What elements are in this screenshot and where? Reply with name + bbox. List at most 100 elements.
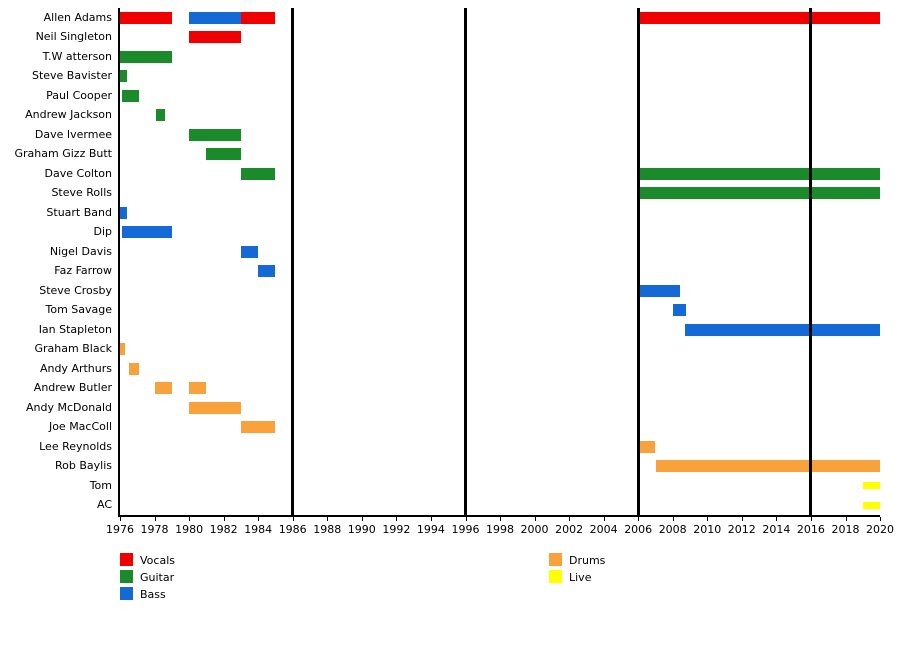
bar-bass	[672, 304, 687, 317]
legend-item-guitar: Guitar	[120, 570, 174, 584]
bar-bass	[121, 226, 172, 239]
x-tick-label: 2006	[624, 523, 653, 536]
event-line	[291, 8, 295, 515]
member-label: Allen Adams	[43, 10, 112, 24]
legend-item-vocals: Vocals	[120, 553, 175, 567]
x-tick	[741, 517, 743, 521]
x-axis	[118, 515, 880, 517]
member-label: Faz Farrow	[54, 264, 112, 278]
x-tick	[292, 517, 294, 521]
x-tick	[465, 517, 467, 521]
x-tick	[672, 517, 674, 521]
x-tick	[534, 517, 536, 521]
bar-guitar	[121, 89, 139, 102]
x-tick	[638, 517, 640, 521]
bar-drums	[120, 343, 126, 356]
bar-bass	[258, 265, 276, 278]
legend-label: Bass	[140, 588, 166, 601]
x-tick-label: 1988	[313, 523, 342, 536]
legend-swatch-guitar	[120, 570, 133, 583]
bar-live	[862, 501, 880, 509]
bar-guitar	[156, 109, 165, 122]
legend-item-drums: Drums	[549, 553, 605, 567]
x-tick	[361, 517, 363, 521]
member-label: Graham Black	[34, 342, 112, 356]
event-line	[464, 8, 467, 515]
y-axis	[118, 8, 120, 515]
member-label: Neil Singleton	[35, 30, 112, 44]
legend-item-bass: Bass	[120, 587, 166, 601]
member-label: Stuart Band	[46, 205, 112, 219]
member-label: Graham Gizz Butt	[14, 147, 112, 161]
member-label: Paul Cooper	[46, 88, 112, 102]
bar-live	[862, 482, 880, 490]
x-tick	[258, 517, 260, 521]
x-tick-label: 2020	[866, 523, 894, 536]
x-tick	[845, 517, 847, 521]
x-tick-label: 1978	[140, 523, 169, 536]
member-label: T.W atterson	[42, 49, 112, 63]
bar-bass	[638, 284, 680, 297]
bar-bass	[189, 11, 241, 24]
legend-swatch-live	[549, 570, 562, 583]
bar-guitar	[240, 167, 276, 180]
member-label: Ian Stapleton	[38, 322, 112, 336]
bar-guitar	[206, 148, 241, 161]
bar-vocals	[638, 11, 880, 24]
member-label: Andy Arthurs	[39, 361, 112, 375]
x-tick	[327, 517, 329, 521]
x-tick	[707, 517, 709, 521]
legend-label: Drums	[569, 554, 606, 567]
x-tick	[154, 517, 156, 521]
member-label: Rob Baylis	[55, 459, 112, 473]
x-tick	[120, 517, 121, 521]
bar-guitar	[638, 187, 880, 200]
bar-drums	[189, 401, 241, 414]
member-label: Andrew Jackson	[25, 108, 112, 122]
member-label: Steve Rolls	[51, 186, 112, 200]
legend-label: Live	[569, 571, 592, 584]
member-label: Dip	[93, 225, 112, 239]
x-tick	[880, 517, 881, 521]
x-tick-label: 2018	[831, 523, 860, 536]
legend-label: Guitar	[140, 571, 175, 584]
member-label: Joe MacColl	[48, 420, 112, 434]
x-tick-label: 1982	[209, 523, 238, 536]
x-tick-label: 2014	[762, 523, 791, 536]
bar-vocals	[189, 31, 241, 44]
member-label: Andrew Butler	[33, 381, 112, 395]
x-tick-label: 1976	[106, 523, 134, 536]
x-tick	[430, 517, 432, 521]
x-tick-label: 2008	[658, 523, 687, 536]
bar-bass	[240, 245, 259, 258]
x-tick	[223, 517, 225, 521]
x-tick	[810, 517, 812, 521]
x-tick-label: 1980	[175, 523, 204, 536]
bar-vocals	[240, 11, 276, 24]
x-tick-label: 2012	[727, 523, 756, 536]
x-tick-label: 1986	[278, 523, 307, 536]
x-tick-label: 2004	[589, 523, 618, 536]
bar-vocals	[120, 11, 172, 24]
x-tick	[396, 517, 398, 521]
x-tick-label: 2000	[520, 523, 549, 536]
legend-item-live: Live	[549, 570, 591, 584]
bar-bass	[120, 206, 127, 219]
bar-drums	[240, 421, 276, 434]
legend-swatch-vocals	[120, 553, 133, 566]
member-label: Steve Crosby	[39, 283, 112, 297]
member-label: Steve Bavister	[31, 69, 112, 83]
event-line	[636, 8, 640, 515]
x-tick	[776, 517, 778, 521]
x-tick-label: 2010	[693, 523, 722, 536]
bar-guitar	[638, 167, 880, 180]
legend-swatch-bass	[120, 587, 133, 600]
legend-swatch-drums	[549, 553, 562, 566]
bar-drums	[189, 382, 207, 395]
x-tick-label: 1996	[451, 523, 480, 536]
bar-drums	[154, 382, 172, 395]
member-label: Nigel Davis	[49, 244, 112, 258]
member-label: AC	[96, 498, 112, 512]
